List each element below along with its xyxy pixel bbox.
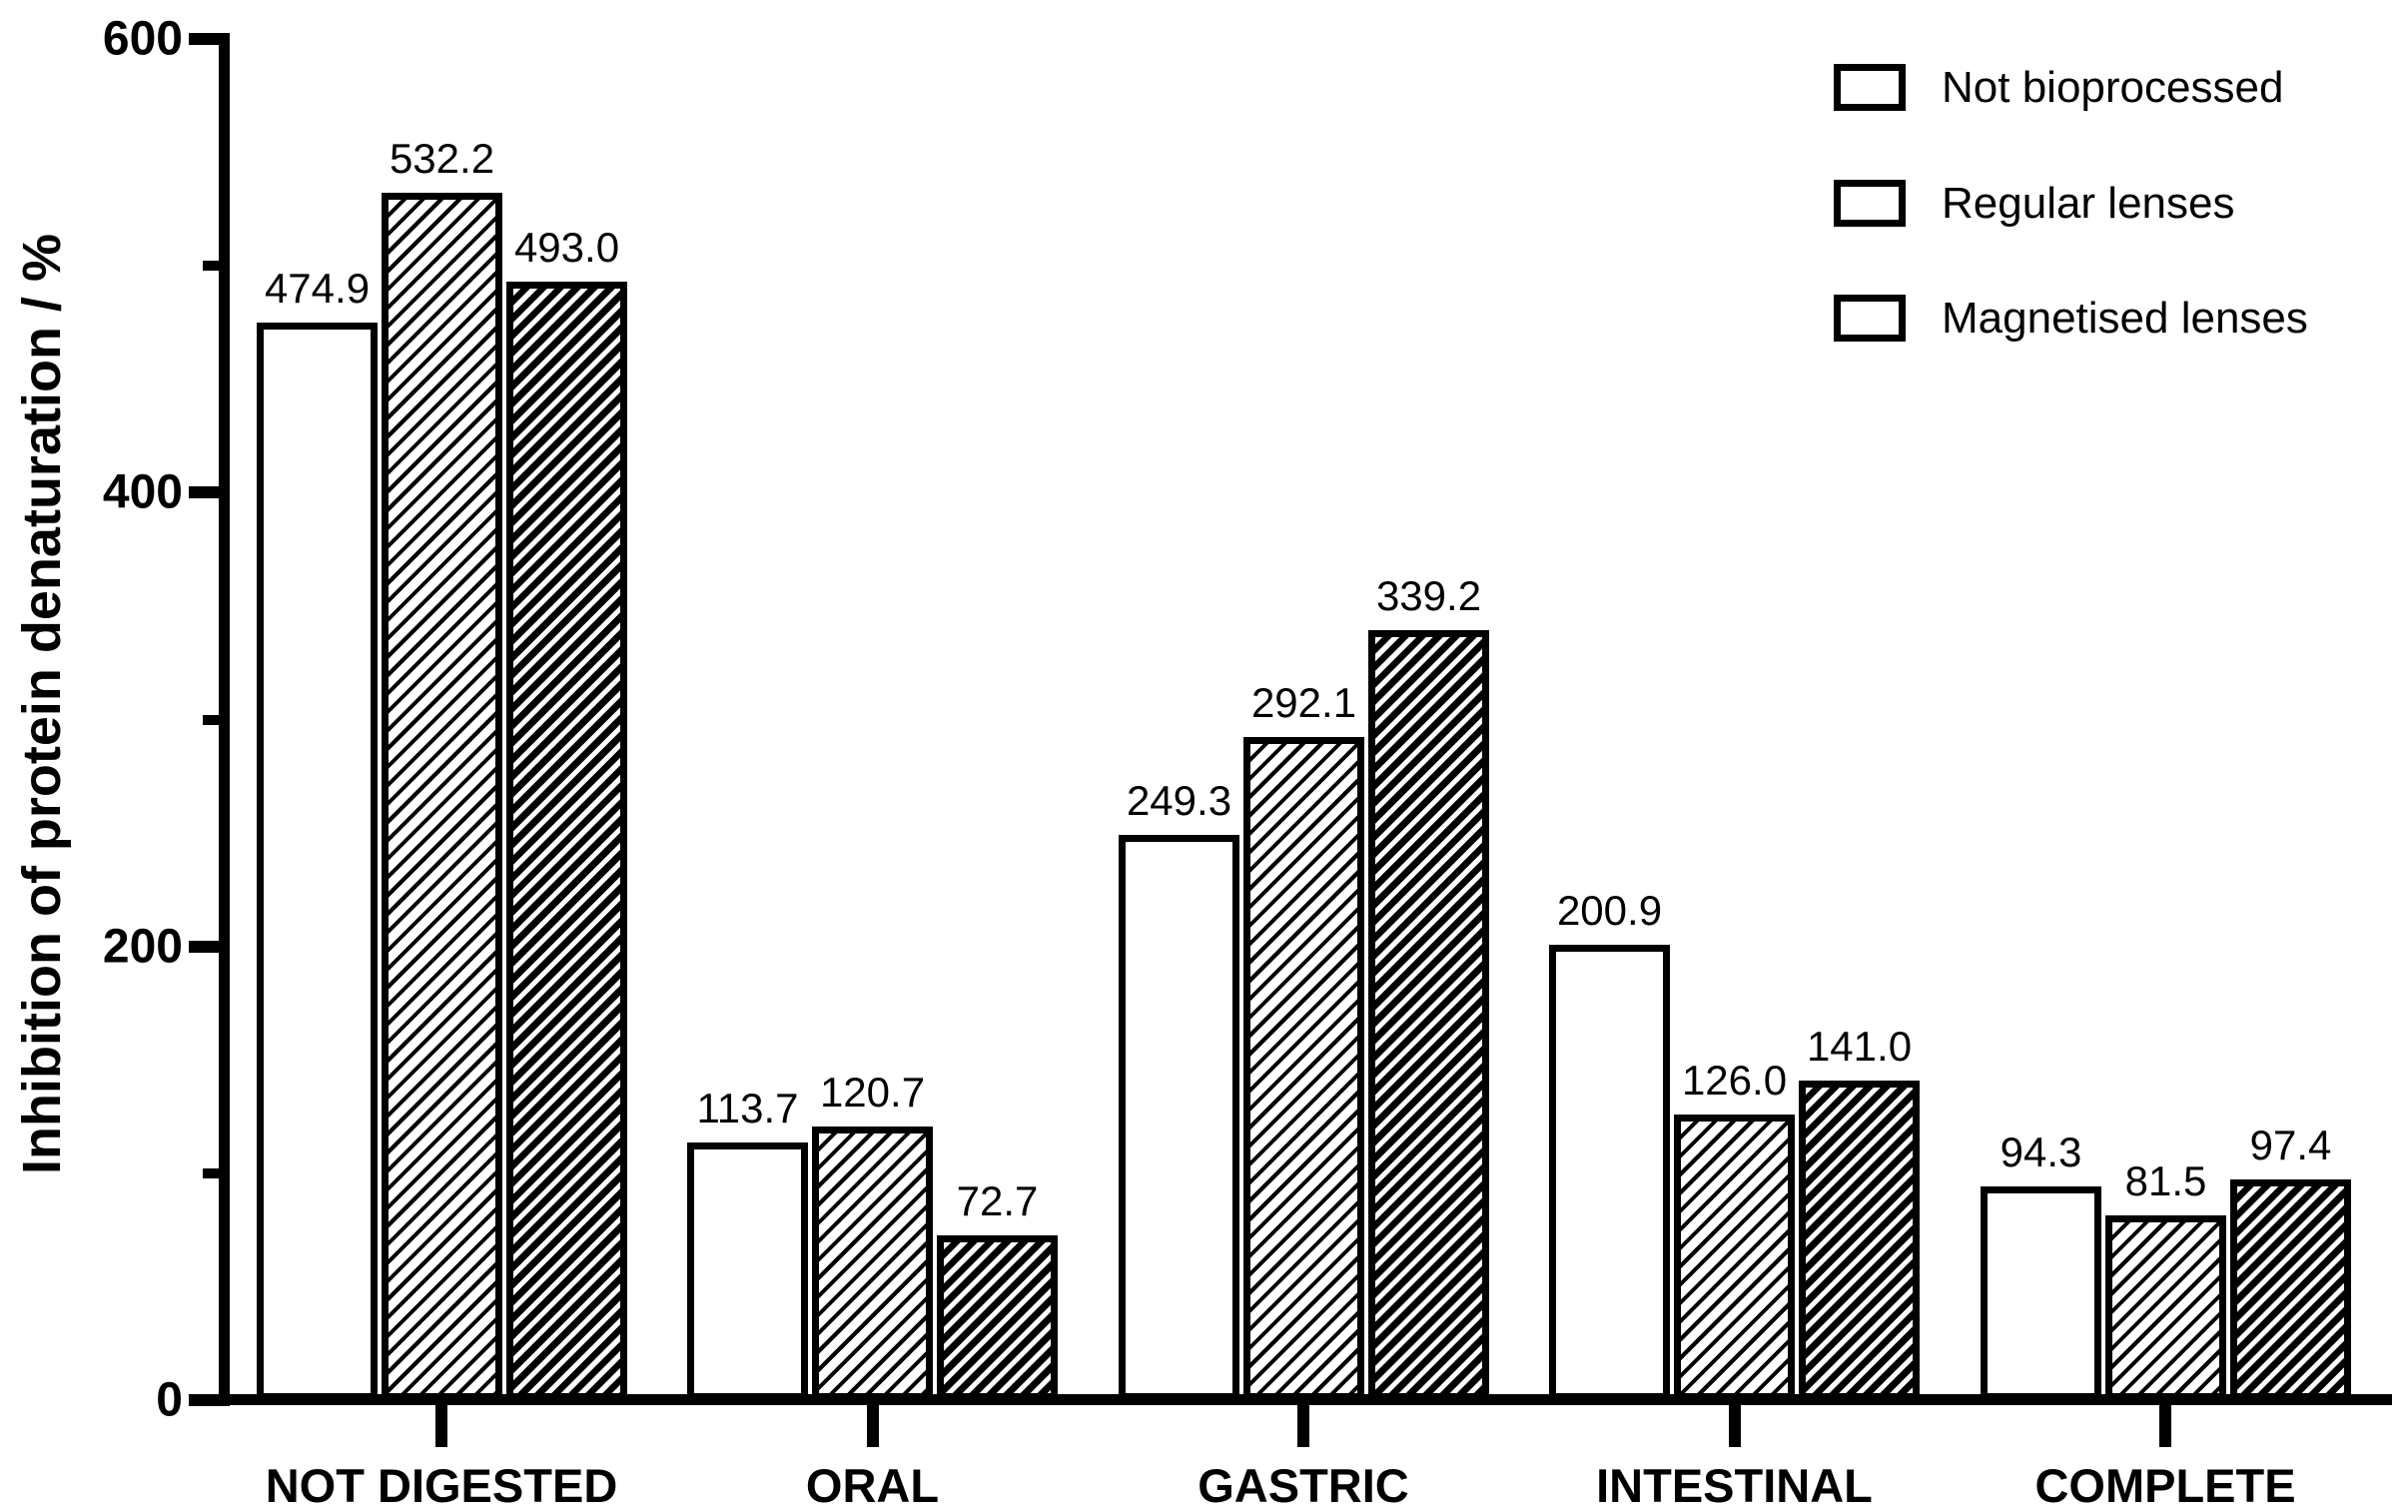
bar-intestinal-series-1	[1549, 945, 1670, 1400]
bar-value-label: 493.0	[513, 224, 620, 271]
bar-value-label: 200.9	[1556, 887, 1663, 934]
x-tick	[435, 1405, 447, 1447]
bar-not-digested-series-1	[257, 323, 378, 1400]
y-major-tick	[189, 486, 230, 499]
bar-value-label: 339.2	[1375, 572, 1482, 619]
bar-oral-series-2	[812, 1127, 933, 1400]
y-tick-label: 0	[156, 1373, 183, 1427]
bar-value-label: 94.3	[2000, 1129, 2082, 1175]
bar-value-label: 474.9	[264, 265, 371, 312]
y-major-tick	[189, 1394, 230, 1406]
x-tick	[1728, 1405, 1741, 1447]
bar-value-label: 141.0	[1806, 1023, 1913, 1070]
x-axis-line	[219, 1394, 2392, 1405]
y-minor-tick	[203, 1167, 230, 1178]
bar-value-label: 249.3	[1126, 777, 1232, 824]
bar-value-label: 113.7	[696, 1085, 799, 1132]
bar-value-label: 126.0	[1681, 1057, 1788, 1104]
x-tick	[2159, 1405, 2171, 1447]
bar-gastric-series-3	[1368, 630, 1489, 1400]
bar-oral-series-1	[687, 1142, 808, 1400]
x-category-label: NOT DIGESTED	[265, 1459, 618, 1512]
x-tick	[866, 1405, 879, 1447]
y-tick-label: 400	[102, 465, 183, 519]
bar-intestinal-series-2	[1674, 1115, 1795, 1400]
bar-oral-series-3	[937, 1235, 1058, 1400]
x-category-label: GASTRIC	[1198, 1459, 1409, 1512]
bar-not-digested-series-3	[506, 282, 627, 1400]
legend-label-2: Regular lenses	[1942, 179, 2235, 228]
bar-complete-series-3	[2230, 1179, 2351, 1400]
bar-value-label: 120.7	[819, 1069, 926, 1116]
legend-swatch-3	[1834, 295, 1906, 342]
y-minor-tick	[203, 261, 230, 272]
bar-complete-series-2	[2105, 1215, 2226, 1400]
x-category-label: COMPLETE	[2034, 1459, 2296, 1512]
legend-label-1: Not bioprocessed	[1942, 63, 2284, 112]
y-tick-label: 600	[102, 12, 183, 66]
bar-value-label: 532.2	[389, 135, 495, 182]
bar-gastric-series-1	[1119, 835, 1239, 1400]
y-minor-tick	[203, 714, 230, 725]
legend-swatch-2	[1834, 180, 1906, 227]
legend-label-3: Magnetised lenses	[1942, 294, 2308, 343]
bar-complete-series-1	[1981, 1186, 2101, 1400]
y-major-tick	[189, 33, 230, 45]
x-category-label: INTESTINAL	[1596, 1459, 1873, 1512]
bar-value-label: 97.4	[2249, 1122, 2332, 1168]
bar-value-label: 292.1	[1250, 679, 1357, 726]
bar-gastric-series-2	[1243, 737, 1364, 1400]
legend-swatch-1	[1834, 64, 1906, 111]
bar-not-digested-series-2	[382, 193, 502, 1400]
bar-value-label: 81.5	[2124, 1157, 2207, 1204]
x-category-label: ORAL	[805, 1459, 940, 1512]
x-tick	[1297, 1405, 1309, 1447]
bar-intestinal-series-3	[1799, 1081, 1920, 1400]
bar-value-label: 72.7	[956, 1177, 1039, 1224]
y-major-tick	[189, 940, 230, 953]
y-tick-label: 200	[102, 920, 183, 974]
